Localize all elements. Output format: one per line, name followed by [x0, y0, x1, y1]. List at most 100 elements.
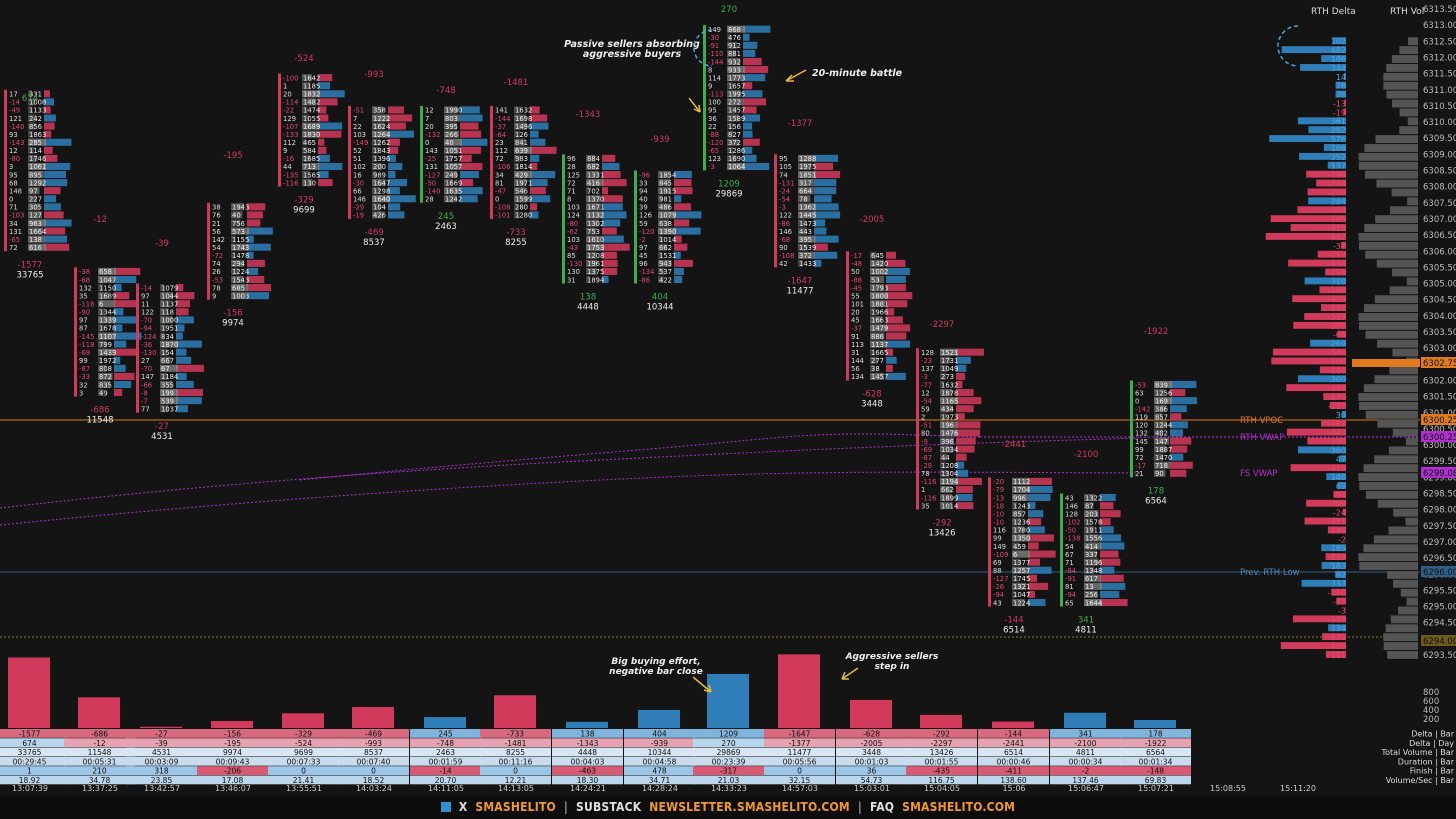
stats-cell-value: 8255: [506, 748, 525, 757]
bar-volume-cell: [388, 106, 404, 114]
stats-cell-value: 00:00:46: [997, 757, 1031, 766]
rth-volume-bar: [1405, 517, 1418, 526]
price-tick-label: 6295.50: [1423, 586, 1456, 596]
bar-delta-cell: 72: [9, 244, 18, 252]
bar-vol-heat: [98, 267, 116, 275]
rth-delta-value: -548: [1328, 348, 1346, 357]
bar-vol-heat: [28, 162, 46, 170]
stats-cell-value: 18.92: [19, 776, 41, 785]
stats-cell: [978, 775, 1049, 785]
bar-delta-cell: -37: [495, 123, 506, 131]
bar-bottom-volume: 6514: [1003, 626, 1025, 636]
stats-cell: [64, 766, 135, 775]
bar-volume-cell: [674, 187, 693, 195]
rth-delta-value: 344: [1331, 64, 1346, 73]
bar-volume-cell: [114, 316, 138, 324]
bar-vol-heat: [28, 211, 42, 219]
fs-vwap-band-lower: [0, 471, 1141, 526]
time-axis-label: 15:08:55: [1210, 784, 1246, 793]
rth-delta-bar: [1304, 313, 1346, 320]
rth-volume-bar: [1374, 455, 1418, 464]
bar-volume-cell: [114, 332, 142, 340]
stats-cell-value: -939: [651, 739, 668, 748]
bar-bottom-volume: 11548: [86, 416, 113, 426]
bar-volume-cell: [530, 154, 540, 162]
bar-volume-value: 799: [99, 341, 112, 349]
bar-volume-value: 294: [232, 260, 245, 268]
bar-volume-value: 685: [232, 284, 245, 292]
bar-delta-cell: -62: [567, 228, 578, 236]
bar-vol-heat: [940, 453, 948, 461]
bar-delta-cell: 103: [567, 236, 580, 244]
bar-vol-heat: [302, 98, 316, 106]
bar-delta-cell: -30: [708, 34, 719, 42]
bar-volume-value: 933: [728, 66, 741, 74]
bar-vol-heat: [160, 372, 168, 380]
bar-delta-cell: 105: [779, 163, 792, 171]
bar-volume-cell: [1170, 397, 1198, 405]
rth-delta-value: -224: [1328, 180, 1346, 189]
rth-volume-bar: [1365, 250, 1418, 259]
time-axis-label: 13:42:57: [144, 784, 180, 793]
bar-volume-value: 138: [29, 236, 42, 244]
bar-volume-value: 1047: [1013, 591, 1030, 599]
rth-delta-value: 183: [1331, 562, 1346, 571]
stats-cell-value: 54.73: [861, 776, 883, 785]
bar-delta-cell: -114: [283, 99, 298, 107]
bar-vol-heat: [302, 162, 320, 170]
bar-volume-value: 638: [659, 220, 672, 228]
rth-delta-bar: [1325, 553, 1346, 561]
stats-cell-value: -14: [439, 767, 451, 776]
bar-vol-heat: [160, 308, 169, 316]
bar-volume-value: 1832: [303, 91, 320, 99]
footer-faq-link[interactable]: SMASHELITO.COM: [902, 800, 1016, 814]
bar-volume-value: 6: [1013, 551, 1017, 559]
bar-volume-value: 196: [941, 422, 954, 430]
volume-bar: [566, 721, 608, 728]
bar-volume-value: 1344: [99, 309, 116, 317]
bar-delta-cell: -49: [9, 107, 20, 115]
stats-cell: [268, 756, 339, 766]
bar-delta-cell: -51: [921, 422, 932, 430]
bar-volume-value: 1057: [445, 163, 462, 171]
bar-delta-cell: 72: [495, 155, 504, 163]
bar-volume-value: 1348: [1085, 567, 1102, 575]
bar-volume-value: 662: [941, 486, 954, 494]
bar-bottom-volume: 4811: [1075, 626, 1097, 636]
footer-newsletter-link[interactable]: NEWSLETTER.SMASHELITO.COM: [649, 800, 850, 814]
bar-delta-cell: 99: [79, 357, 88, 365]
bar-vol-heat: [372, 106, 384, 114]
bar-volume-value: 1731: [941, 357, 958, 365]
bar-delta-cell: -14: [9, 99, 20, 107]
price-tick-label: 6298.50: [1423, 490, 1456, 500]
time-axis-label: 15:06:47: [1068, 784, 1104, 793]
bar-vol-heat: [444, 106, 459, 114]
stats-cell: [764, 738, 835, 748]
bar-volume-value: 1830: [303, 131, 320, 139]
bar-volume-cell: [674, 259, 694, 267]
volume-bar: [1134, 720, 1176, 728]
rth-delta-value: -179: [1328, 633, 1346, 642]
footer-x-handle[interactable]: SMASHELITO: [475, 800, 556, 814]
bar-vol-heat: [940, 421, 958, 429]
bar-bottom-delta: -469: [364, 228, 383, 238]
bar-delta-cell: 52: [353, 147, 362, 155]
bar-vol-heat: [1154, 429, 1164, 437]
stats-cell-value: 1209: [719, 730, 738, 739]
bar-vol-heat: [940, 413, 946, 421]
bar-volume-value: 1165: [941, 397, 958, 405]
bar-volume-value: 1224: [232, 268, 249, 276]
chart-background: [0, 0, 1456, 795]
bar-volume-value: 38: [871, 365, 880, 373]
bar-volume-cell: [44, 179, 68, 187]
bar-delta-cell: 42: [779, 260, 788, 268]
bar-vol-heat: [160, 292, 174, 300]
bar-volume-cell: [886, 324, 911, 332]
rth-volume-bar: [1406, 597, 1418, 606]
bar-vol-heat: [444, 154, 453, 162]
stats-cell: [624, 756, 695, 766]
bar-volume-value: 114: [29, 147, 42, 155]
bar-delta-cell: 9: [708, 82, 712, 90]
rth-volume-bar: [1377, 419, 1418, 428]
